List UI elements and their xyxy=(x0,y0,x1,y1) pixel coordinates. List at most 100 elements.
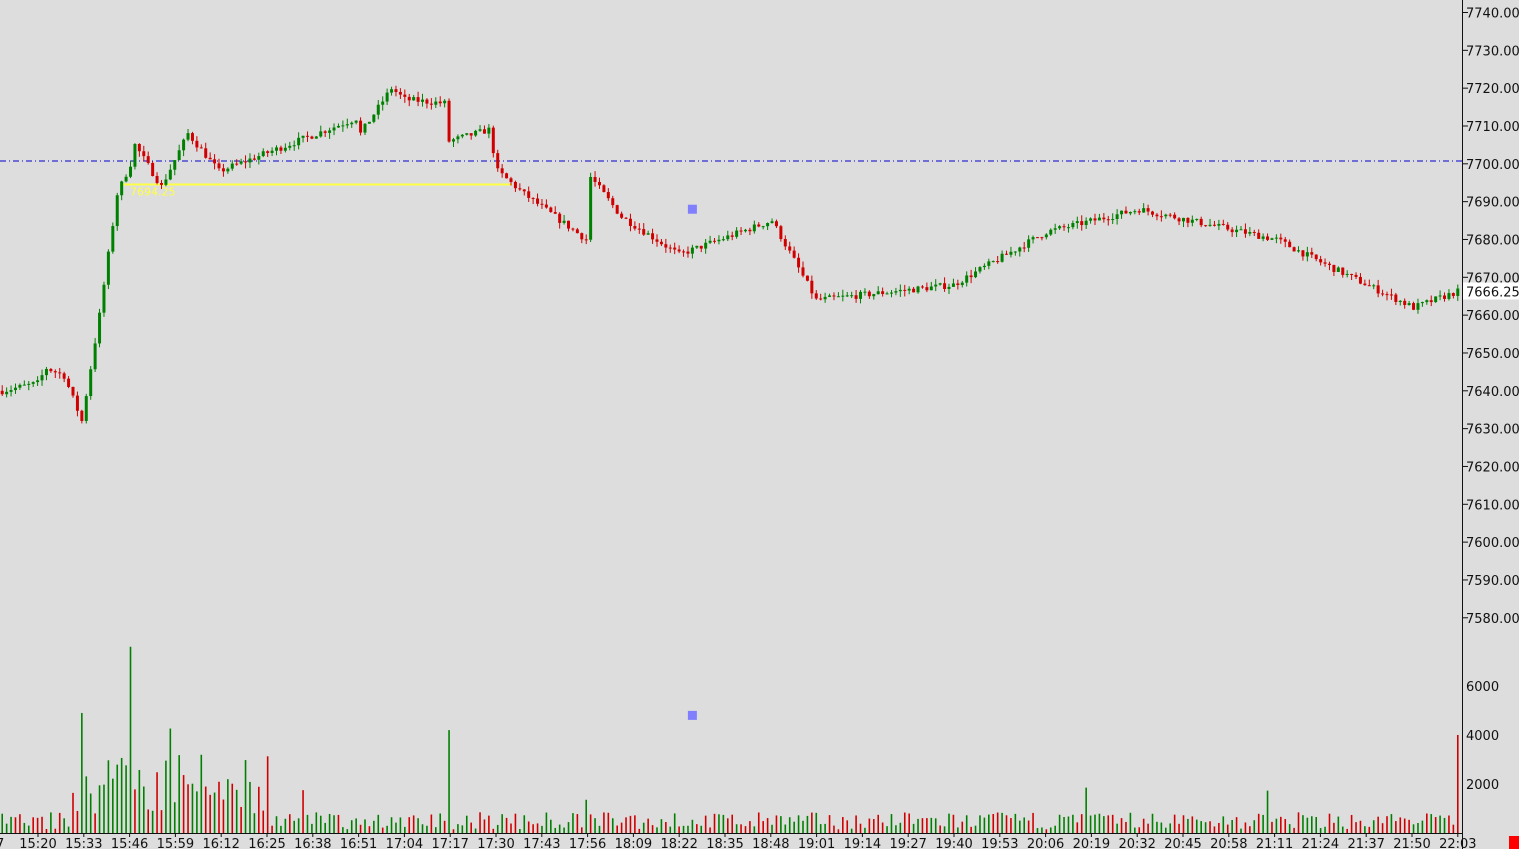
candle-body xyxy=(1407,303,1411,306)
candle-body xyxy=(721,239,725,241)
candle-body xyxy=(31,382,35,384)
candle-body xyxy=(487,127,491,134)
candle-body xyxy=(1270,238,1274,240)
volume-marker xyxy=(687,710,697,720)
candle-body xyxy=(929,286,933,291)
candle-body xyxy=(363,123,367,133)
candle-body xyxy=(593,176,597,182)
candle-body xyxy=(589,176,593,240)
candle-body xyxy=(1279,237,1283,240)
time-tick-label: 17:43 xyxy=(523,837,560,849)
candle-body xyxy=(438,101,442,104)
price-tick-label: 7640.00 xyxy=(1466,385,1519,400)
candle-body xyxy=(1292,247,1296,252)
candle-body xyxy=(686,251,690,254)
candle-body xyxy=(1018,247,1022,252)
candle-body xyxy=(177,150,181,161)
candle-body xyxy=(275,147,279,151)
candle-body xyxy=(416,97,420,102)
candle-body xyxy=(13,387,17,391)
candle-body xyxy=(1420,302,1424,304)
candle-body xyxy=(597,181,601,186)
time-tick-label: 20:45 xyxy=(1164,837,1201,849)
price-tick-label: 7710.00 xyxy=(1466,120,1519,135)
candle-body xyxy=(1434,296,1438,303)
candle-body xyxy=(465,133,469,135)
candle-body xyxy=(881,291,885,295)
candle-body xyxy=(969,275,973,278)
candle-body xyxy=(633,225,637,229)
candle-body xyxy=(155,175,159,183)
candle-body xyxy=(89,369,93,397)
candle-body xyxy=(44,368,48,376)
volume-tick-label: 2000 xyxy=(1466,778,1499,793)
candle-body xyxy=(173,160,177,170)
candle-body xyxy=(1274,237,1278,239)
candle-body xyxy=(1093,218,1097,221)
candle-body xyxy=(611,198,615,206)
price-marker xyxy=(687,204,697,214)
time-tick-label: 18:22 xyxy=(660,837,697,849)
candle-body xyxy=(938,283,942,285)
candle-body xyxy=(106,251,110,285)
candle-body xyxy=(1040,237,1044,239)
candle-body xyxy=(429,103,433,105)
candle-body xyxy=(987,261,991,266)
candle-body xyxy=(1261,236,1265,239)
candle-body xyxy=(801,267,805,276)
candle-body xyxy=(1177,218,1181,222)
time-tick-label: 20:19 xyxy=(1073,837,1110,849)
candle-body xyxy=(447,100,451,142)
candle-body xyxy=(1350,273,1354,275)
candle-body xyxy=(1394,294,1398,302)
candle-body xyxy=(828,295,832,297)
candle-body xyxy=(1013,251,1017,253)
last-price-label: 7666.25 xyxy=(1466,285,1519,300)
time-axis[interactable]: 7 15:20 15:33 15:46 15:59 16:12 16:25 16:38 16:5… xyxy=(0,833,1477,849)
volume-axis[interactable]: 6000 4000 2000 xyxy=(1466,680,1499,793)
price-tick-label: 7630.00 xyxy=(1466,423,1519,438)
candle-body xyxy=(889,292,893,294)
candle-body xyxy=(531,197,535,199)
price-zone: 7694.25 xyxy=(120,183,512,198)
candle-body xyxy=(1221,223,1225,225)
price-tick-label: 7590.00 xyxy=(1466,574,1519,589)
candle-body xyxy=(752,224,756,232)
candle-body xyxy=(341,125,345,127)
candle-body xyxy=(814,293,818,299)
candle-body xyxy=(425,99,429,104)
candle-body xyxy=(58,372,62,374)
candle-body xyxy=(372,114,376,122)
price-tick-label: 7730.00 xyxy=(1466,44,1519,59)
candle-body xyxy=(792,250,796,258)
candle-body xyxy=(491,127,495,154)
candle-body xyxy=(22,384,26,386)
candle-body xyxy=(965,275,969,283)
candle-body xyxy=(0,390,4,395)
candle-body xyxy=(84,396,88,421)
candle-body xyxy=(1155,214,1159,217)
candle-body xyxy=(974,271,978,278)
candle-body xyxy=(1345,273,1349,275)
candle-body xyxy=(1451,293,1455,296)
price-tick-label: 7610.00 xyxy=(1466,498,1519,513)
candle-body xyxy=(536,198,540,204)
candle-body xyxy=(1297,250,1301,252)
candle-body xyxy=(1044,234,1048,238)
candle-body xyxy=(1327,263,1331,265)
candle-body xyxy=(314,136,318,139)
candle-body xyxy=(872,294,876,297)
price-axis[interactable]: 7740.00 7730.00 7720.00 7710.00 7700.00 7690.… xyxy=(1463,7,1519,627)
candle-body xyxy=(398,91,402,95)
candle-body xyxy=(797,257,801,268)
candle-body xyxy=(735,230,739,237)
candle-body xyxy=(682,251,686,253)
candle-body xyxy=(115,195,119,227)
candle-body xyxy=(713,240,717,242)
candle-body xyxy=(98,312,102,344)
candle-body xyxy=(805,275,809,281)
candle-body xyxy=(832,295,836,297)
time-tick-label: 15:20 xyxy=(19,837,56,849)
candle-body xyxy=(717,239,721,242)
